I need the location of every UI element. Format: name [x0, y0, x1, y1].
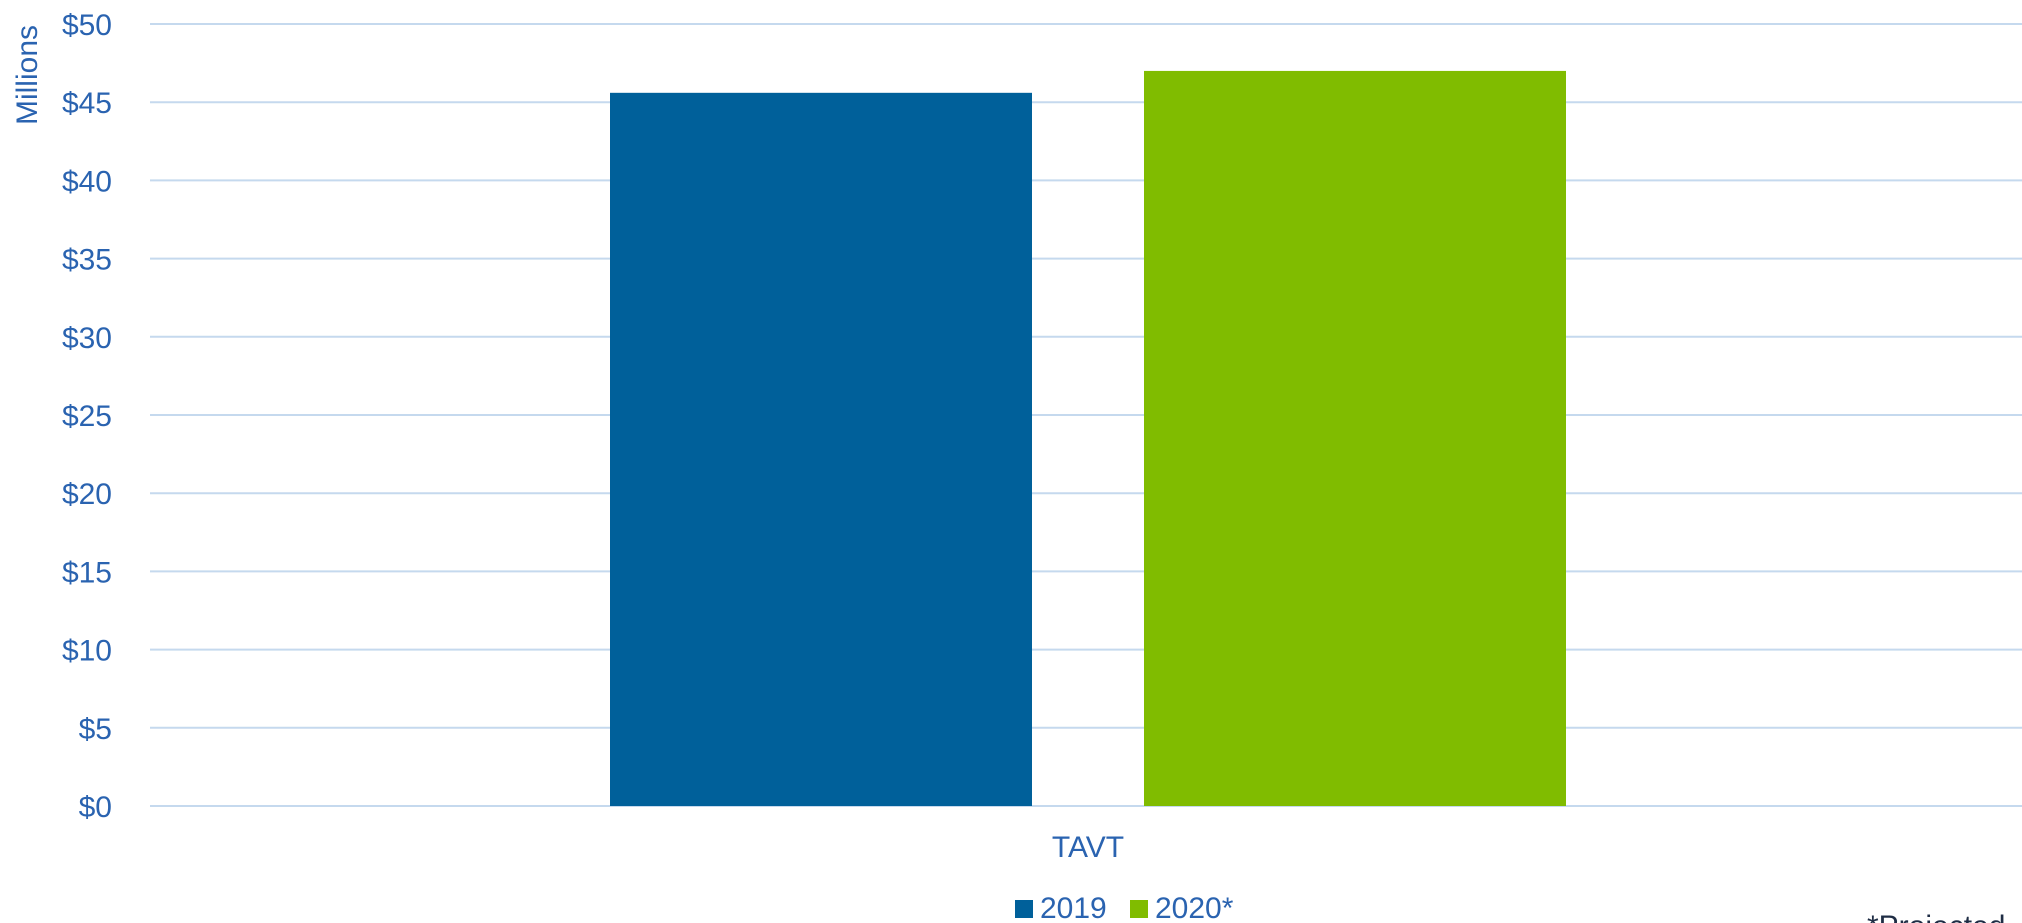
legend-swatch: [1015, 900, 1033, 918]
legend: 2019 2020*: [1015, 892, 1234, 923]
y-tick-label: $15: [62, 556, 112, 589]
footnote: *Projected: [1867, 910, 2005, 923]
y-tick-label: $0: [79, 791, 112, 824]
legend-swatch: [1130, 900, 1148, 918]
y-axis-ticks: $0 $5 $10 $15 $20 $25 $30 $35 $40 $45 $50: [62, 9, 112, 824]
gridlines: [150, 23, 2022, 807]
x-category-label: TAVT: [1052, 831, 1124, 864]
y-tick-label: $20: [62, 478, 112, 511]
x-axis-categories: TAVT: [1052, 831, 1124, 864]
y-tick-label: $50: [62, 9, 112, 42]
bar-2020: [1144, 70, 1566, 807]
y-tick-label: $40: [62, 165, 112, 198]
y-tick-label: $25: [62, 400, 112, 433]
bars: [610, 70, 1566, 807]
y-tick-label: $45: [62, 87, 112, 120]
y-tick-label: $5: [79, 713, 112, 746]
y-tick-label: $30: [62, 322, 112, 355]
y-axis-title: Millions: [11, 25, 44, 125]
legend-label: 2019: [1040, 892, 1107, 923]
bar-2019: [610, 92, 1032, 807]
legend-label: 2020*: [1155, 892, 1234, 923]
y-tick-label: $35: [62, 244, 112, 277]
y-tick-label: $10: [62, 635, 112, 668]
